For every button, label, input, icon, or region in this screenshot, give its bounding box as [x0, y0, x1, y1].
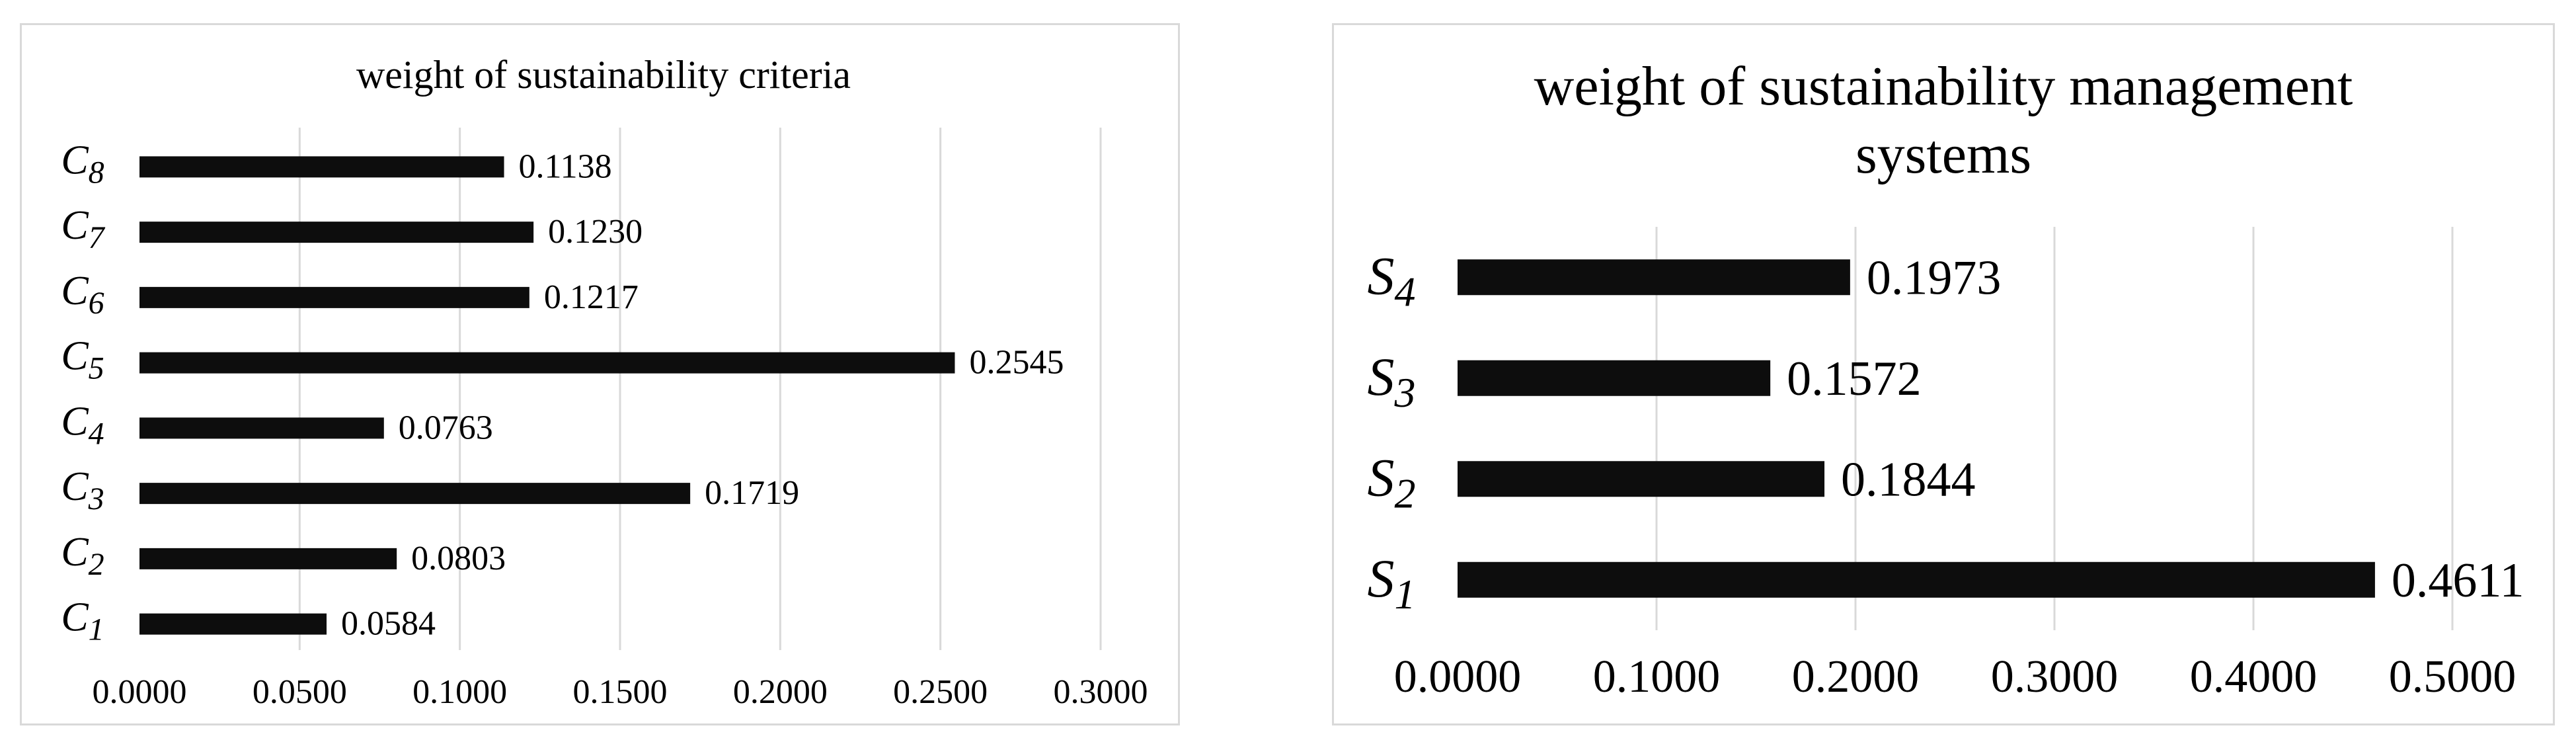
- chart-title: weight of sustainability criteria: [356, 53, 851, 97]
- x-tick-label: 0.1000: [412, 673, 507, 711]
- criteria-weight-chart: weight of sustainability criteria 0.0000 0…: [20, 23, 1180, 725]
- category-letter: C: [61, 399, 89, 444]
- category-label: C6: [61, 268, 104, 321]
- category-subscript: 2: [1395, 470, 1416, 516]
- category-letter: S: [1368, 245, 1395, 306]
- category-subscript: 6: [89, 286, 104, 321]
- category-label: C3: [61, 464, 104, 516]
- category-letter: S: [1368, 447, 1395, 507]
- category-letter: C: [61, 530, 89, 575]
- category-letter: S: [1368, 548, 1395, 608]
- data-label: 0.1217: [544, 278, 639, 316]
- data-label: 0.1844: [1841, 452, 1976, 507]
- x-tick-label: 0.5000: [2389, 651, 2517, 702]
- category-subscript: 1: [1395, 571, 1416, 618]
- bar: [139, 613, 327, 635]
- bar: [139, 156, 504, 178]
- x-tick-label: 0.2500: [893, 673, 988, 711]
- category-subscript: 3: [88, 481, 104, 516]
- category-label: C5: [61, 334, 104, 386]
- chart-title-line: systems: [1855, 124, 2031, 185]
- category-letter: S: [1368, 347, 1395, 407]
- category-subscript: 8: [89, 155, 104, 190]
- bar: [139, 483, 691, 505]
- category-letter: C: [61, 464, 89, 509]
- bar: [1458, 561, 2375, 598]
- data-label: 0.1719: [705, 474, 799, 512]
- x-tick-label: 0.1000: [1593, 651, 1721, 702]
- category-label: C8: [61, 138, 104, 190]
- x-tick-label: 0.3000: [1054, 673, 1148, 711]
- chart-title-line: weight of sustainability management: [1534, 56, 2353, 117]
- data-label: 0.4611: [2392, 554, 2524, 608]
- bar: [139, 286, 529, 308]
- category-letter: C: [61, 334, 89, 379]
- x-tick-label: 0.1500: [573, 673, 668, 711]
- category-subscript: 2: [89, 547, 104, 582]
- criteria-weight-chart-svg: weight of sustainability criteria 0.0000 0…: [61, 53, 1148, 711]
- category-label: S3: [1368, 347, 1416, 416]
- data-label: 0.2545: [969, 344, 1064, 382]
- x-tick-label: 0.3000: [1991, 651, 2119, 702]
- data-label: 0.1138: [519, 147, 612, 185]
- category-letter: C: [61, 268, 89, 313]
- system-weight-chart-svg: weight of sustainability management syste…: [1368, 56, 2524, 702]
- bar: [139, 222, 534, 243]
- category-label: S2: [1368, 447, 1416, 516]
- x-tick-label: 0.0000: [1394, 651, 1522, 702]
- data-label: 0.0803: [411, 540, 506, 577]
- bar: [1458, 360, 1771, 396]
- bar: [1458, 461, 1825, 497]
- category-subscript: 1: [89, 612, 104, 647]
- data-label: 0.1572: [1787, 352, 1922, 406]
- bar: [139, 417, 384, 439]
- x-tick-label: 0.0500: [253, 673, 347, 711]
- x-tick-label: 0.2000: [1792, 651, 1920, 702]
- system-weight-chart: weight of sustainability management syste…: [1332, 23, 2555, 725]
- category-letter: C: [61, 595, 89, 640]
- data-label: 0.0763: [399, 409, 493, 446]
- category-subscript: 4: [1395, 268, 1416, 315]
- category-label: C2: [61, 530, 104, 582]
- category-letter: C: [61, 138, 89, 183]
- category-label: C7: [61, 203, 105, 255]
- data-label: 0.1973: [1867, 251, 2002, 305]
- category-subscript: 3: [1394, 369, 1416, 416]
- category-subscript: 4: [89, 416, 104, 451]
- data-label: 0.0584: [341, 605, 436, 643]
- category-label: S4: [1368, 245, 1416, 315]
- x-tick-label: 0.0000: [93, 673, 187, 711]
- category-subscript: 5: [89, 351, 104, 386]
- category-subscript: 7: [89, 220, 106, 255]
- x-tick-label: 0.4000: [2190, 651, 2318, 702]
- category-letter: C: [61, 203, 89, 248]
- x-tick-label: 0.2000: [733, 673, 828, 711]
- category-label: C1: [61, 595, 104, 647]
- category-label: C4: [61, 399, 104, 451]
- data-label: 0.1230: [548, 213, 643, 251]
- bar: [139, 352, 955, 374]
- bar: [139, 548, 397, 569]
- category-label: S1: [1368, 548, 1416, 618]
- bar: [1458, 259, 1850, 296]
